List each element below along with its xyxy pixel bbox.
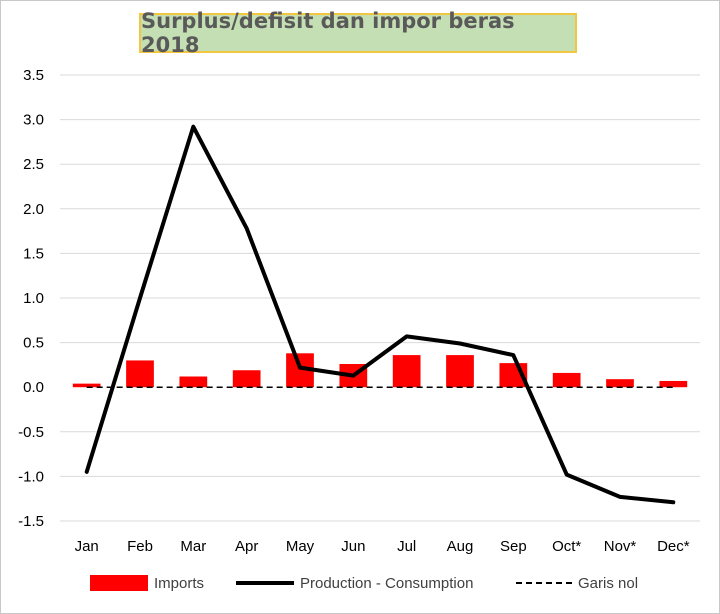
x-tick-label: Aug bbox=[447, 538, 474, 555]
x-tick-label: Apr bbox=[235, 538, 258, 555]
chart-legend: Imports Production - Consumption Garis n… bbox=[0, 568, 720, 598]
legend-swatch-garis-nol bbox=[516, 582, 572, 584]
legend-label-imports: Imports bbox=[154, 574, 205, 592]
x-tick-label: Oct* bbox=[552, 538, 581, 555]
y-tick-label: -0.5 bbox=[18, 424, 44, 441]
legend-label-production-consumption: Production - Consumption bbox=[300, 574, 474, 592]
x-tick-label: Feb bbox=[127, 538, 153, 555]
bar-imports bbox=[392, 355, 421, 388]
x-tick-label: Nov* bbox=[604, 538, 637, 555]
y-tick-label: 1.0 bbox=[23, 290, 44, 307]
bar-imports bbox=[446, 355, 474, 388]
bar-imports bbox=[606, 379, 634, 388]
bar-imports bbox=[232, 370, 261, 388]
legend-swatch-imports bbox=[90, 575, 148, 591]
x-tick-label: Sep bbox=[500, 538, 527, 555]
bar-imports bbox=[552, 372, 581, 388]
legend-item-production-consumption: Production - Consumption bbox=[236, 568, 473, 598]
y-tick-label: 0.5 bbox=[23, 335, 44, 352]
x-tick-label: Mar bbox=[180, 538, 206, 555]
legend-swatch-production-consumption bbox=[236, 581, 294, 585]
bar-imports bbox=[659, 380, 688, 388]
legend-label-garis-nol: Garis nol bbox=[578, 574, 639, 592]
y-tick-label: 1.5 bbox=[23, 245, 44, 262]
y-tick-label: -1.5 bbox=[18, 513, 44, 530]
y-tick-label: 3.5 bbox=[23, 67, 44, 84]
y-tick-label: 0.0 bbox=[23, 379, 44, 396]
legend-item-garis-nol: Garis nol bbox=[516, 568, 638, 598]
bar-imports bbox=[72, 383, 101, 388]
bar-imports bbox=[126, 360, 154, 388]
bar-imports bbox=[179, 376, 208, 388]
line-production-consumption bbox=[84, 124, 676, 505]
x-tick-label: May bbox=[286, 538, 315, 555]
x-tick-label: Jun bbox=[341, 538, 365, 555]
x-tick-label: Jul bbox=[397, 538, 416, 555]
legend-item-imports: Imports bbox=[90, 568, 204, 598]
x-tick-label: Jan bbox=[75, 538, 99, 555]
y-tick-label: -1.0 bbox=[18, 468, 44, 485]
y-tick-label: 2.0 bbox=[23, 201, 44, 218]
y-tick-label: 3.0 bbox=[23, 112, 44, 129]
x-tick-label: Dec* bbox=[657, 538, 690, 555]
y-tick-label: 2.5 bbox=[23, 156, 44, 173]
